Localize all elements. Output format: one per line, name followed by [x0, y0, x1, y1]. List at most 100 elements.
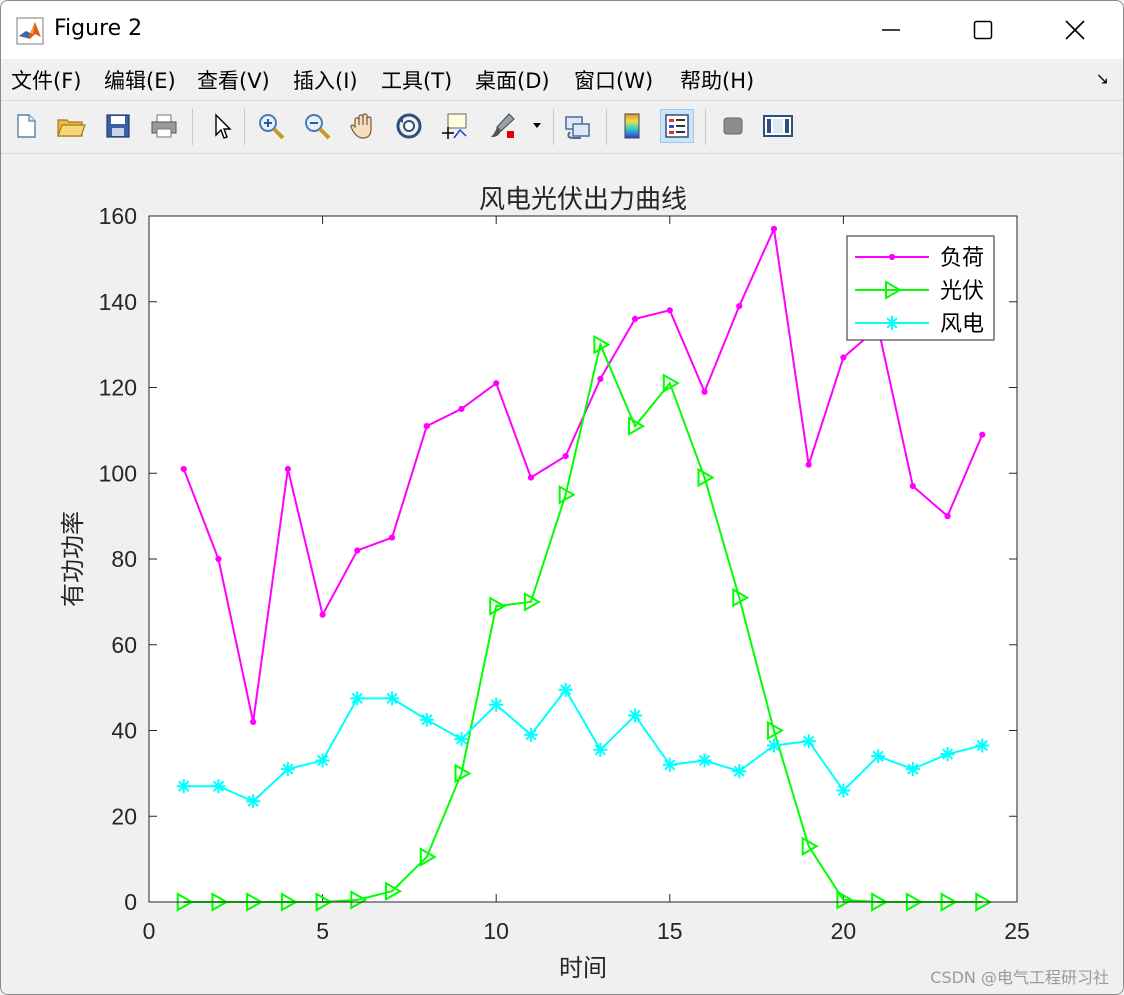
legend-marker: [885, 280, 903, 300]
pointer-button[interactable]: [204, 109, 238, 143]
figure-canvas: 0 5 10 15 20 25 0 20 40 60 80 100 120 140 160 风电光伏出力曲线…: [1, 154, 1123, 994]
data-point: [697, 467, 715, 488]
data-point: [697, 753, 712, 768]
data-point: [454, 763, 472, 784]
brush-button[interactable]: [485, 109, 519, 143]
pan-hand-icon: [350, 113, 372, 139]
pan-button[interactable]: [346, 109, 380, 143]
data-point: [979, 431, 986, 438]
menu-help[interactable]: 帮助(H): [680, 69, 755, 93]
menu-desktop[interactable]: 桌面(D): [475, 69, 550, 93]
toolbar-separator: [553, 109, 554, 145]
title-bar[interactable]: Figure 2: [1, 1, 1123, 59]
asterisk-stroke: [421, 714, 433, 726]
new-figure-icon: [17, 114, 36, 138]
watermark: CSDN @电气工程研习社: [930, 968, 1109, 987]
y-axis-label: 有功功率: [59, 511, 87, 607]
menu-edit[interactable]: 编辑(E): [104, 69, 176, 93]
data-point: [836, 890, 854, 910]
data-point: [628, 416, 646, 436]
new-figure-button[interactable]: [9, 109, 43, 143]
x-axis-label: 时间: [559, 954, 607, 982]
hide-plot-tools-icon: [723, 117, 743, 135]
dock-arrow-icon[interactable]: ↘: [1095, 69, 1109, 88]
data-point: [215, 555, 222, 563]
asterisk-stroke: [525, 729, 537, 741]
data-point: [246, 794, 261, 809]
minimize-button[interactable]: [845, 1, 937, 59]
link-plot-button[interactable]: [561, 109, 595, 143]
asterisk-stroke: [386, 692, 398, 704]
asterisk-stroke: [560, 684, 572, 696]
legend-label: 风电: [940, 312, 984, 337]
asterisk-stroke: [941, 748, 954, 760]
x-tick-label: 15: [657, 918, 683, 944]
brush-dropdown-button[interactable]: [527, 109, 547, 143]
print-button[interactable]: [147, 109, 181, 143]
data-point: [388, 534, 396, 541]
rotate-button[interactable]: [392, 109, 426, 143]
data-point: [350, 691, 365, 706]
menu-file[interactable]: 文件(F): [11, 69, 82, 93]
data-point: [631, 315, 639, 322]
data-point: [558, 484, 576, 505]
menu-view[interactable]: 查看(V): [197, 69, 270, 93]
axes-box: [148, 215, 1018, 903]
colorbar-button[interactable]: [615, 109, 649, 143]
chevron-down-icon: [533, 123, 541, 128]
y-tick-label: 140: [99, 289, 137, 315]
brush-icon: [491, 113, 515, 138]
data-point: [905, 762, 920, 777]
data-point: [419, 712, 434, 727]
asterisk-stroke: [803, 735, 815, 747]
zoom-in-button[interactable]: [254, 109, 288, 143]
legend-label: 负荷: [940, 246, 984, 271]
menu-tools[interactable]: 工具(T): [381, 69, 453, 93]
y-tick-label: 60: [111, 632, 137, 658]
line-chart[interactable]: 0 5 10 15 20 25 0 20 40 60 80 100 120 140 160 风电光伏出力曲线…: [1, 154, 1123, 994]
x-tick-label: 0: [143, 918, 156, 944]
zoom-in-icon: [259, 114, 285, 140]
y-tick-label: 40: [111, 718, 137, 744]
data-point: [493, 380, 500, 387]
legend-marker: [885, 316, 899, 330]
data-point: [736, 302, 743, 310]
show-plot-tools-icon: [763, 115, 793, 137]
y-tick-label: 0: [124, 889, 137, 915]
show-plot-tools-button[interactable]: [761, 109, 795, 143]
data-point: [701, 388, 708, 395]
y-tick-label: 20: [111, 803, 137, 829]
ticks-layer: 0 5 10 15 20 25 0 20 40 60 80 100 120 140 160: [99, 203, 1030, 944]
data-point: [597, 375, 604, 383]
data-point: [732, 587, 750, 608]
data-point: [836, 783, 851, 798]
asterisk-stroke: [886, 317, 898, 329]
data-point: [354, 547, 361, 554]
y-tick-label: 100: [99, 460, 137, 486]
colorbar-icon: [624, 113, 640, 139]
data-point: [628, 708, 643, 723]
menu-insert[interactable]: 插入(I): [293, 69, 358, 93]
hide-plot-tools-button[interactable]: [716, 109, 750, 143]
asterisk-stroke: [629, 709, 641, 722]
data-point: [280, 762, 295, 777]
close-icon: [1065, 20, 1085, 40]
save-button[interactable]: [101, 109, 135, 143]
x-tick-label: 20: [831, 918, 857, 944]
data-cursor-button[interactable]: [438, 109, 472, 143]
window-title: Figure 2: [54, 16, 143, 41]
data-point: [801, 734, 816, 749]
legend-marker: [888, 253, 896, 261]
toolbar-separator: [244, 109, 245, 145]
asterisk-stroke: [282, 763, 294, 775]
data-point: [562, 453, 569, 460]
menu-window[interactable]: 窗口(W): [574, 69, 654, 93]
legend-entry-3: 风电: [855, 312, 984, 337]
zoom-out-button[interactable]: [300, 109, 334, 143]
open-folder-icon: [57, 119, 86, 137]
legend-button[interactable]: [660, 109, 694, 143]
maximize-button[interactable]: [937, 1, 1029, 59]
close-button[interactable]: [1029, 1, 1121, 59]
open-button[interactable]: [54, 109, 88, 143]
